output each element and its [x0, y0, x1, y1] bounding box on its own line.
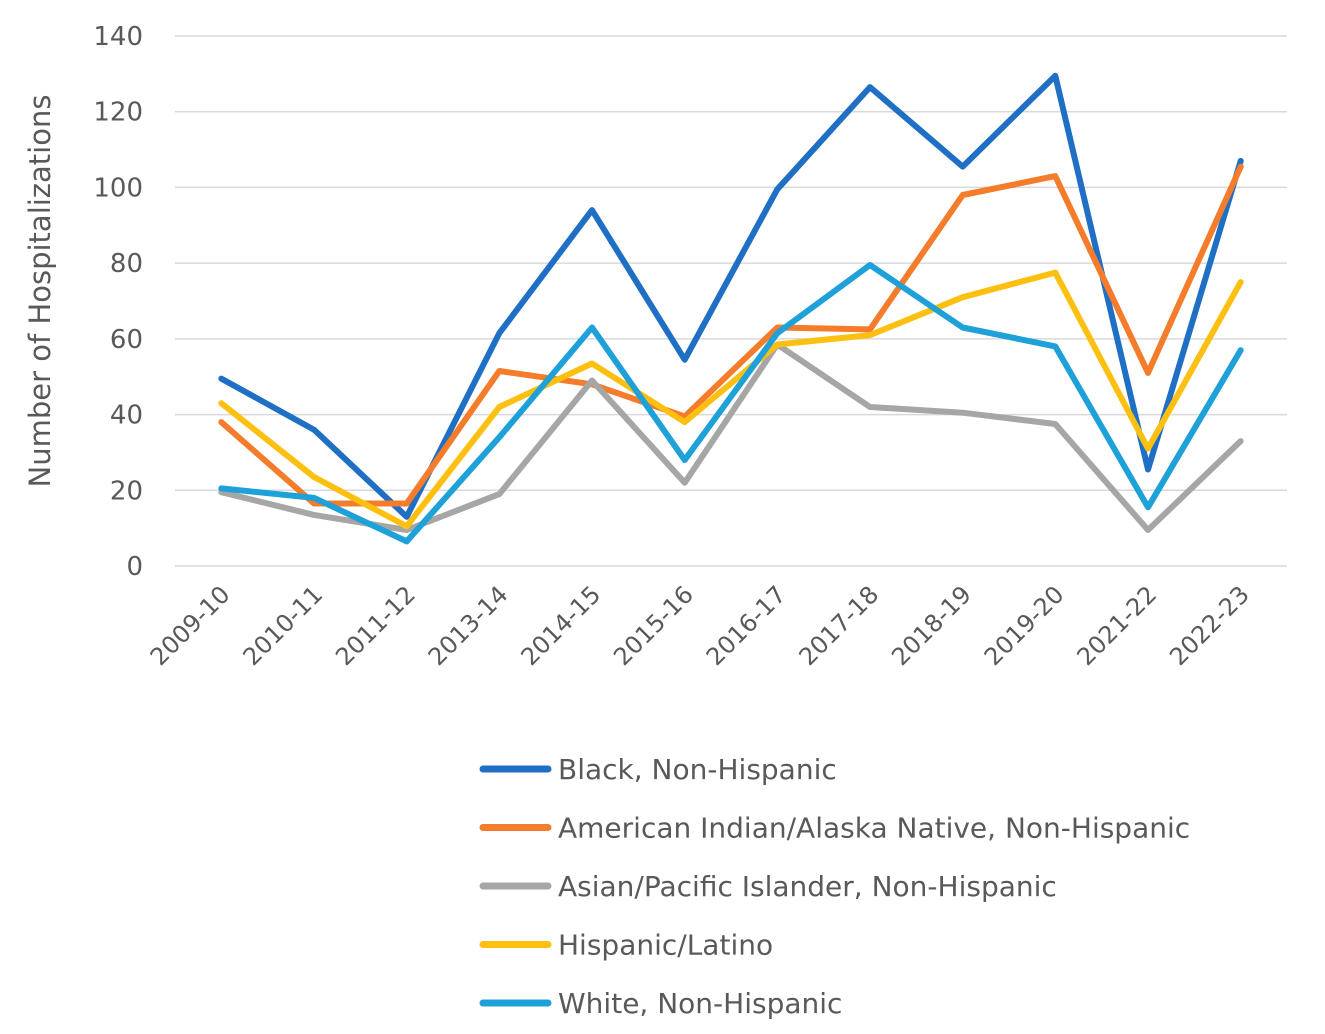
x-tick-label: 2014-15 — [516, 580, 607, 671]
x-tick-label: 2018-19 — [886, 580, 977, 671]
x-tick-label: 2022-23 — [1164, 580, 1255, 671]
legend-label-1: American Indian/Alaska Native, Non-Hispa… — [558, 812, 1190, 845]
y-tick-label: 40 — [110, 401, 143, 431]
x-tick-label: 2011-12 — [330, 580, 421, 671]
x-tick-label: 2017-18 — [794, 580, 885, 671]
gridlines — [175, 35, 1287, 567]
y-axis-tick-labels: 0 20 40 60 80 100 120 140 — [93, 22, 143, 582]
y-tick-label: 80 — [110, 249, 143, 279]
y-tick-label: 20 — [110, 476, 143, 506]
legend-label-3: Hispanic/Latino — [558, 929, 773, 962]
x-tick-label: 2019-20 — [979, 580, 1070, 671]
y-tick-label: 140 — [93, 22, 143, 52]
x-tick-label: 2021-22 — [1072, 580, 1163, 671]
series-line-1 — [218, 163, 1244, 507]
series-line-4 — [218, 262, 1244, 545]
y-axis-title: Number of Hospitalizations — [23, 95, 57, 488]
legend: Black, Non-Hispanic American Indian/Alask… — [479, 753, 1190, 1020]
x-tick-label: 2009-10 — [145, 580, 236, 671]
series-line-0 — [218, 72, 1244, 520]
y-tick-label: 0 — [126, 552, 143, 582]
series-line-2 — [218, 341, 1244, 533]
x-tick-label: 2013-14 — [423, 580, 514, 671]
y-tick-label: 100 — [93, 173, 143, 203]
y-tick-label: 120 — [93, 98, 143, 128]
series-lines — [218, 72, 1244, 545]
legend-label-0: Black, Non-Hispanic — [558, 753, 837, 786]
x-tick-label: 2010-11 — [238, 580, 329, 671]
legend-label-4: White, Non-Hispanic — [558, 987, 842, 1020]
x-axis-tick-labels: 2009-10 2010-11 2011-12 2013-14 2014-15 2015-… — [145, 580, 1255, 671]
legend-label-2: Asian/Pacific Islander, Non-Hispanic — [558, 870, 1057, 903]
series-line-3 — [218, 269, 1244, 530]
x-tick-label: 2015-16 — [608, 580, 699, 671]
x-tick-label: 2016-17 — [701, 580, 792, 671]
y-tick-label: 60 — [110, 325, 143, 355]
